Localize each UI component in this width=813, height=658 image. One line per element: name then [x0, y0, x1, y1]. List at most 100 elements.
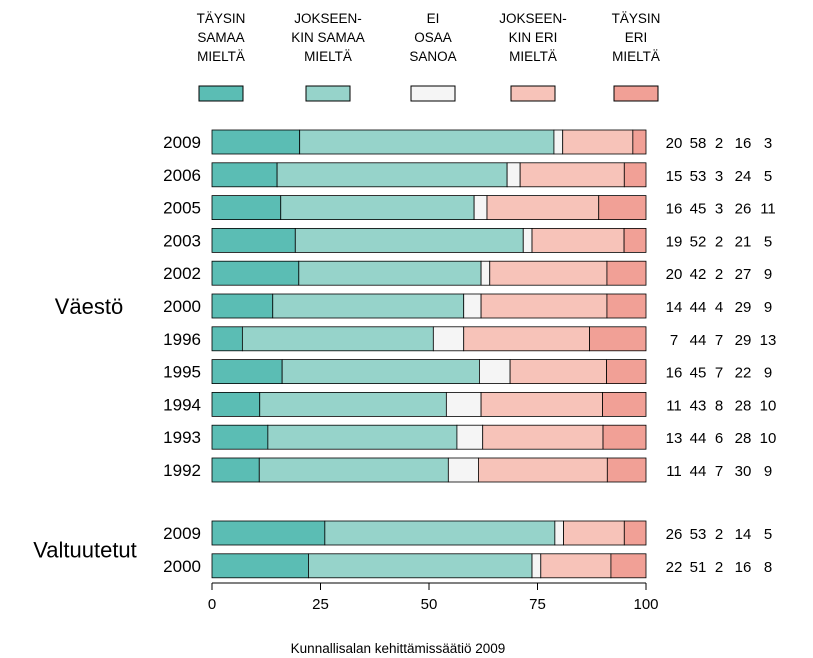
value-label: 19 [666, 233, 683, 250]
bar-segment [463, 293, 482, 319]
value-label: 44 [690, 430, 707, 447]
value-label: 42 [690, 266, 707, 283]
value-label: 9 [764, 463, 772, 480]
value-label: 26 [735, 201, 752, 218]
value-label: 2 [715, 266, 723, 283]
legend-label-2-line-3: MIELTÄ [304, 49, 352, 64]
bar-segment [540, 553, 612, 579]
value-label: 3 [715, 168, 723, 185]
bar-segment [211, 326, 243, 352]
bar-segment [531, 553, 542, 579]
bar-segment [623, 227, 647, 253]
bar-segment [606, 359, 647, 385]
value-label: 29 [735, 299, 752, 316]
value-label: 9 [764, 365, 772, 382]
year-label: 2000 [163, 297, 201, 316]
value-label: 7 [715, 365, 723, 382]
bar-segment [519, 162, 625, 188]
value-label: 4 [715, 299, 723, 316]
bar-segment [553, 129, 564, 155]
value-label: 8 [715, 397, 723, 414]
bar-segment [324, 520, 556, 546]
year-label: 1993 [163, 428, 201, 447]
group-label-2: Valtuutetut [33, 537, 137, 562]
legend-label-1-line-3: MIELTÄ [197, 49, 245, 64]
value-label: 6 [715, 430, 723, 447]
source-note: Kunnallisalan kehittämissäätiö 2009 [291, 641, 506, 656]
bar-segment [480, 391, 603, 417]
value-label: 11 [760, 201, 776, 218]
value-label: 5 [764, 233, 772, 250]
bar-segment [463, 326, 590, 352]
value-label: 21 [735, 233, 752, 250]
value-label: 11 [666, 463, 682, 480]
bar-segment [606, 457, 647, 483]
year-label: 1994 [163, 395, 201, 414]
value-label: 28 [735, 397, 752, 414]
bar-segment [623, 520, 647, 546]
bar-segment [602, 391, 647, 417]
value-label: 3 [764, 135, 772, 152]
bar-segment [211, 129, 301, 155]
value-label: 9 [764, 266, 772, 283]
value-label: 16 [666, 201, 683, 218]
value-label: 15 [666, 168, 683, 185]
value-label: 5 [764, 168, 772, 185]
bar-segment [308, 553, 533, 579]
bar-segment [509, 359, 607, 385]
bar-segment [211, 293, 274, 319]
bar-segment [602, 424, 647, 450]
bar-segment [489, 260, 608, 286]
legend-label-2-line-1: JOKSEEN- [294, 11, 362, 26]
value-label: 52 [690, 233, 707, 250]
legend-label-5-line-2: ERI [625, 30, 648, 45]
bar-segment [486, 195, 600, 221]
value-label: 53 [690, 168, 707, 185]
value-label: 2 [715, 559, 723, 576]
bar-segment [563, 520, 625, 546]
bar-segment [241, 326, 434, 352]
bar-segment [531, 227, 625, 253]
value-label: 10 [760, 397, 777, 414]
value-label: 5 [764, 526, 772, 543]
value-label: 13 [666, 430, 683, 447]
bar-segment [606, 293, 647, 319]
value-label: 28 [735, 430, 752, 447]
value-label: 9 [764, 299, 772, 316]
bar-segment [211, 260, 300, 286]
bar-segment [522, 227, 533, 253]
bar-segment [589, 326, 647, 352]
bar-segment [478, 457, 608, 483]
bar-segment [272, 293, 465, 319]
bar-segment [482, 424, 604, 450]
bar-segment [211, 195, 282, 221]
bar-segment [473, 195, 488, 221]
legend-label-1-line-1: TÄYSIN [197, 11, 246, 26]
value-label: 20 [666, 266, 683, 283]
year-label: 2009 [163, 524, 201, 543]
bar-segment [259, 391, 447, 417]
legend-swatch-4 [510, 85, 556, 102]
bar-segment [632, 129, 647, 155]
value-label: 2 [715, 135, 723, 152]
bar-segment [211, 227, 296, 253]
bar-segment [294, 227, 524, 253]
legend: TÄYSIN SAMAA MIELTÄ JOKSEEN- KIN SAMAA MIELTÄ… [197, 11, 660, 102]
value-label: 7 [715, 332, 723, 349]
bar-segment [280, 195, 475, 221]
bar-segment [267, 424, 458, 450]
value-label: 27 [735, 266, 752, 283]
value-label: 58 [690, 135, 707, 152]
value-label: 22 [666, 559, 683, 576]
bar-segment [562, 129, 634, 155]
bar-segment [211, 457, 260, 483]
legend-label-3-line-1: EI [427, 11, 440, 26]
value-label: 13 [760, 332, 777, 349]
bar-segment [480, 293, 608, 319]
bar-segment [598, 195, 647, 221]
legend-label-3-line-3: SANOA [409, 49, 456, 64]
legend-swatch-1 [198, 85, 244, 102]
year-label: 2003 [163, 231, 201, 250]
